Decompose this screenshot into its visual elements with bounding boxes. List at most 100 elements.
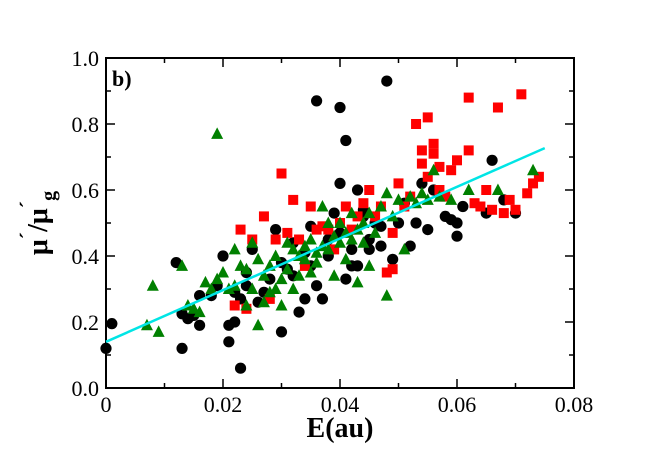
circle-point [457, 200, 469, 213]
triangle-point [334, 236, 346, 248]
triangle-point [275, 299, 288, 311]
circle-point [351, 260, 364, 272]
square-point [387, 227, 398, 238]
square-point [352, 211, 363, 222]
triangle-point [287, 242, 300, 255]
circle-point [346, 243, 358, 255]
square-point [475, 201, 486, 212]
square-point [422, 171, 433, 182]
circle-point [311, 95, 323, 107]
square-point [434, 161, 445, 172]
data-points [100, 75, 544, 374]
triangle-point [246, 282, 259, 294]
square-point [358, 198, 369, 209]
circle-point [375, 220, 387, 232]
triangle-point [369, 226, 382, 238]
triangle-point [357, 216, 370, 228]
y-tick-label: 0.2 [72, 310, 100, 335]
square-point [229, 300, 240, 311]
square-point [399, 201, 410, 212]
square-point [323, 224, 334, 235]
circle-point [387, 253, 399, 265]
square-point [463, 92, 474, 103]
triangle-point [252, 252, 265, 265]
y-tick-label: 0.6 [72, 178, 100, 203]
square-point [498, 208, 509, 219]
triangle-point [146, 279, 159, 291]
triangle-point [380, 289, 393, 301]
square-point [452, 155, 462, 166]
circle-point [381, 75, 393, 87]
triangle-point [427, 163, 440, 176]
circle-point [223, 336, 235, 348]
triangle-point [257, 295, 270, 308]
circle-point [334, 101, 346, 114]
square-point [311, 224, 322, 235]
triangle-point [281, 236, 294, 248]
triangle-point [240, 262, 253, 275]
circle-point [270, 224, 282, 236]
triangle-point [310, 246, 323, 258]
circle-point [299, 293, 311, 305]
square-point [381, 267, 392, 278]
triangle-point [193, 305, 206, 318]
square-point [528, 178, 539, 189]
triangle-point [491, 183, 504, 195]
y-tick-label: 0.4 [72, 244, 100, 269]
y-axis-title-sup2: ´ [15, 201, 40, 208]
circle-point [234, 362, 247, 374]
triangle-point [322, 242, 335, 255]
triangle-point [316, 200, 329, 212]
triangle-point [445, 193, 458, 205]
square-point [481, 185, 492, 195]
triangle-point [363, 259, 376, 271]
triangle-point [199, 275, 212, 288]
x-tick-label: 0.06 [438, 392, 477, 417]
triangle-point [246, 236, 259, 248]
square-point [416, 158, 427, 169]
triangle-point [357, 236, 370, 248]
circle-point [100, 342, 112, 354]
circle-point [316, 293, 329, 305]
square-point [510, 204, 521, 215]
circle-point [410, 217, 422, 229]
y-tick-label: 1.0 [72, 46, 100, 71]
circle-point [229, 316, 241, 328]
circle-point [451, 230, 463, 242]
triangle-point [304, 266, 317, 278]
triangle-point [234, 259, 247, 271]
square-point [299, 260, 310, 271]
triangle-point [374, 200, 387, 212]
square-point [393, 178, 404, 189]
circle-point [194, 319, 206, 331]
y-tick-label: 0.8 [72, 112, 100, 137]
triangle-point [281, 262, 294, 275]
square-point [428, 148, 439, 159]
square-point [305, 201, 316, 212]
panel-label: b) [112, 66, 132, 91]
square-point [504, 194, 515, 205]
triangle-point [187, 302, 200, 314]
triangle-point [380, 186, 393, 199]
triangle-point [351, 275, 364, 288]
triangle-point [328, 269, 341, 281]
y-tick-label: 0.0 [72, 376, 100, 401]
triangle-point [287, 282, 300, 294]
triangle-point [334, 216, 346, 228]
circle-point [334, 177, 346, 189]
triangle-point [345, 233, 358, 245]
triangle-point [304, 233, 317, 245]
triangle-point [462, 183, 475, 195]
triangle-point [404, 190, 417, 202]
triangle-point [310, 256, 323, 268]
y-axis-title-base: μ [23, 239, 54, 255]
triangle-point [217, 266, 229, 278]
square-point [288, 194, 299, 205]
triangle-point [211, 127, 224, 139]
square-point [276, 168, 287, 179]
square-point [264, 293, 275, 304]
square-point [294, 234, 305, 245]
x-axis-title: E(au) [307, 413, 374, 444]
circle-point [106, 318, 118, 330]
